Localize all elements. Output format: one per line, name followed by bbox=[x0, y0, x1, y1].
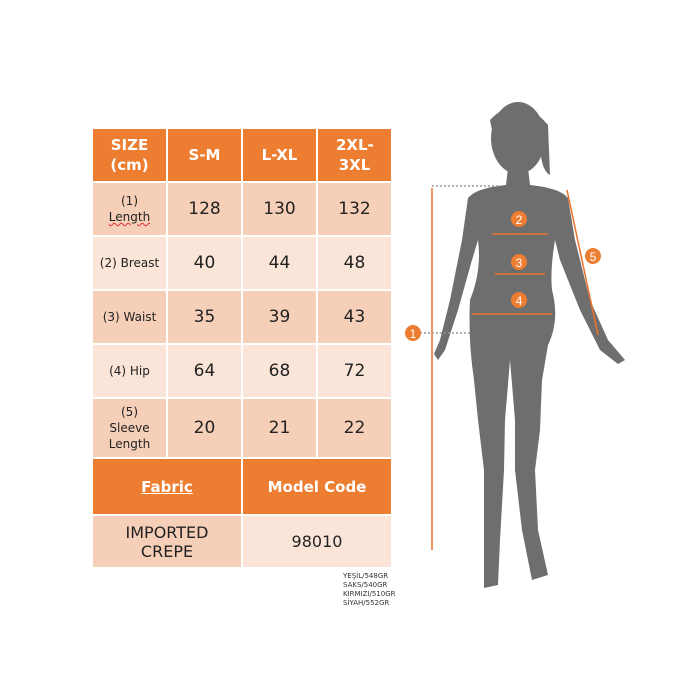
header-size: SIZE (cm) bbox=[91, 127, 168, 183]
marker-2: 2 bbox=[511, 211, 527, 227]
cell: 35 bbox=[166, 289, 243, 345]
svg-text:1: 1 bbox=[410, 327, 417, 341]
model-code-value: 98010 bbox=[241, 514, 393, 569]
label-num: (5) bbox=[121, 405, 138, 419]
cell: 128 bbox=[166, 181, 243, 237]
table-row: (1) Length 128 130 132 bbox=[91, 181, 393, 237]
cell: 132 bbox=[316, 181, 393, 237]
cell: 44 bbox=[241, 235, 318, 291]
size-table: SIZE (cm) S-M L-XL 2XL-3XL (1) Length 128… bbox=[91, 127, 393, 569]
label-text: Sleeve Length bbox=[108, 421, 151, 451]
table-row: (4) Hip 64 68 72 bbox=[91, 343, 393, 399]
weight-line: SİYAH/552GR bbox=[343, 599, 390, 607]
fabric-header: Fabric bbox=[91, 457, 243, 516]
row-label: (5) Sleeve Length bbox=[91, 397, 168, 459]
color-weights: YEŞİL/548GR SAKS/540GR KIRMIZI/510GR SİY… bbox=[343, 572, 396, 608]
cell: 20 bbox=[166, 397, 243, 459]
row-label: (2) Breast bbox=[91, 235, 168, 291]
silhouette bbox=[434, 102, 625, 588]
header-l-xl: L-XL bbox=[241, 127, 318, 183]
cell: 72 bbox=[316, 343, 393, 399]
cell: 21 bbox=[241, 397, 318, 459]
cell: 22 bbox=[316, 397, 393, 459]
header-s-m: S-M bbox=[166, 127, 243, 183]
weight-line: SAKS/540GR bbox=[343, 581, 388, 589]
cell: 130 bbox=[241, 181, 318, 237]
marker-5: 5 bbox=[585, 248, 601, 264]
svg-text:4: 4 bbox=[516, 294, 523, 308]
measure-lines bbox=[420, 185, 599, 550]
cell: 68 bbox=[241, 343, 318, 399]
cell: 48 bbox=[316, 235, 393, 291]
svg-text:2: 2 bbox=[516, 213, 523, 227]
row-label: (3) Waist bbox=[91, 289, 168, 345]
label-text: Length bbox=[108, 210, 151, 224]
cell: 39 bbox=[241, 289, 318, 345]
svg-text:3: 3 bbox=[516, 256, 523, 270]
svg-text:5: 5 bbox=[590, 250, 597, 264]
cell: 40 bbox=[166, 235, 243, 291]
cell: 43 bbox=[316, 289, 393, 345]
marker-4: 4 bbox=[511, 292, 527, 308]
weight-line: KIRMIZI/510GR bbox=[343, 590, 396, 598]
table-row: (3) Waist 35 39 43 bbox=[91, 289, 393, 345]
marker-1: 1 bbox=[405, 325, 421, 341]
model-code-header: Model Code bbox=[241, 457, 393, 516]
weight-line: YEŞİL/548GR bbox=[343, 572, 389, 580]
marker-3: 3 bbox=[511, 254, 527, 270]
row-label: (1) Length bbox=[91, 181, 168, 237]
row-label: (4) Hip bbox=[91, 343, 168, 399]
fabric-value: IMPORTED CREPE bbox=[91, 514, 243, 569]
label-num: (1) bbox=[121, 194, 138, 208]
header-2xl-3xl: 2XL-3XL bbox=[316, 127, 393, 183]
cell: 64 bbox=[166, 343, 243, 399]
table-row: (2) Breast 40 44 48 bbox=[91, 235, 393, 291]
table-row: (5) Sleeve Length 20 21 22 bbox=[91, 397, 393, 459]
